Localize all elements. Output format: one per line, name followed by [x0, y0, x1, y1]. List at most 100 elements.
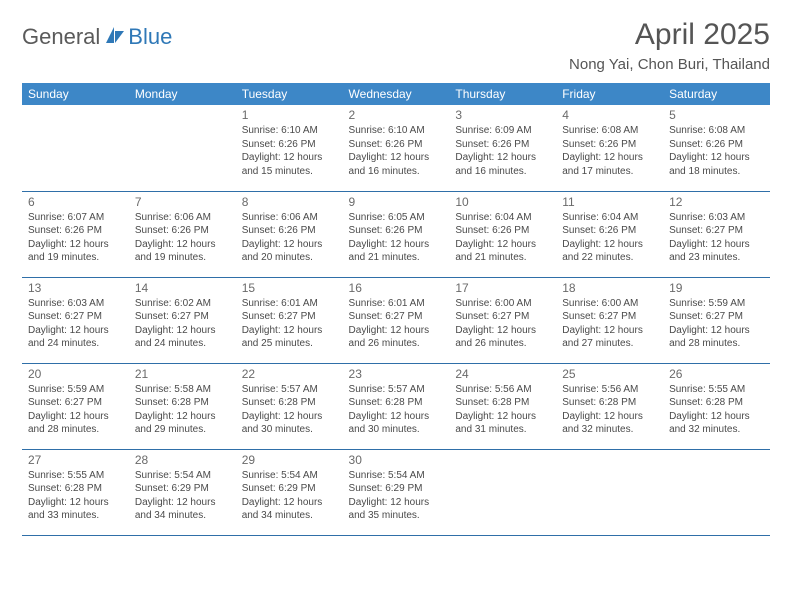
- calendar-cell: 29 Sunrise: 5:54 AMSunset: 6:29 PMDayligh…: [236, 449, 343, 535]
- day-details: Sunrise: 6:04 AMSunset: 6:26 PMDaylight:…: [562, 211, 657, 265]
- calendar-cell: 24Sunrise: 5:56 AMSunset: 6:28 PMDayligh…: [449, 363, 556, 449]
- calendar-col-friday: Friday: [556, 83, 663, 105]
- day-number: 29: [242, 453, 337, 467]
- day-details: Sunrise: 5:57 AMSunset: 6:28 PMDaylight:…: [242, 383, 337, 437]
- day-details: Sunrise: 6:06 AMSunset: 6:26 PMDaylight:…: [242, 211, 337, 265]
- calendar-cell: 21 Sunrise: 5:58 AMSunset: 6:28 PMDayligh…: [129, 363, 236, 449]
- calendar-cell: 2Sunrise: 6:10 AMSunset: 6:26 PMDaylight…: [343, 105, 450, 191]
- logo-text-blue: Blue: [128, 24, 172, 50]
- calendar-head: SundayMondayTuesdayWednesdayThursdayFrid…: [22, 83, 770, 105]
- day-number: 20: [28, 367, 123, 381]
- calendar-cell: 25 Sunrise: 5:56 AMSunset: 6:28 PMDayligh…: [556, 363, 663, 449]
- day-details: Sunrise: 6:05 AMSunset: 6:26 PMDaylight:…: [349, 211, 444, 265]
- day-number: 16: [349, 281, 444, 295]
- day-number: 24: [455, 367, 550, 381]
- day-number: 15: [242, 281, 337, 295]
- day-details: Sunrise: 6:04 AMSunset: 6:26 PMDaylight:…: [455, 211, 550, 265]
- day-details: Sunrise: 6:01 AMSunset: 6:27 PMDaylight:…: [242, 297, 337, 351]
- location-text: Nong Yai, Chon Buri, Thailand: [569, 56, 770, 73]
- calendar-head-row: SundayMondayTuesdayWednesdayThursdayFrid…: [22, 83, 770, 105]
- calendar-cell: 11 Sunrise: 6:04 AMSunset: 6:26 PMDayligh…: [556, 191, 663, 277]
- day-number: 14: [135, 281, 230, 295]
- day-number: 6: [28, 195, 123, 209]
- logo-text-general: General: [22, 24, 100, 50]
- day-number: 13: [28, 281, 123, 295]
- day-details: Sunrise: 5:58 AMSunset: 6:28 PMDaylight:…: [135, 383, 230, 437]
- calendar-cell: 8Sunrise: 6:06 AMSunset: 6:26 PMDaylight…: [236, 191, 343, 277]
- calendar-table: SundayMondayTuesdayWednesdayThursdayFrid…: [22, 83, 770, 536]
- day-number: 5: [669, 108, 764, 122]
- day-number: 10: [455, 195, 550, 209]
- calendar-body: 1Sunrise: 6:10 AMSunset: 6:26 PMDaylight…: [22, 105, 770, 535]
- calendar-cell: 7 Sunrise: 6:06 AMSunset: 6:26 PMDaylight…: [129, 191, 236, 277]
- calendar-cell: 26Sunrise: 5:55 AMSunset: 6:28 PMDayligh…: [663, 363, 770, 449]
- day-number: 17: [455, 281, 550, 295]
- day-details: Sunrise: 6:03 AMSunset: 6:27 PMDaylight:…: [28, 297, 123, 351]
- calendar-row: 6 Sunrise: 6:07 AMSunset: 6:26 PMDaylight…: [22, 191, 770, 277]
- calendar-row: 27 Sunrise: 5:55 AMSunset: 6:28 PMDayligh…: [22, 449, 770, 535]
- calendar-cell: 1Sunrise: 6:10 AMSunset: 6:26 PMDaylight…: [236, 105, 343, 191]
- logo: General Blue: [22, 24, 172, 50]
- day-number: 25: [562, 367, 657, 381]
- day-number: 12: [669, 195, 764, 209]
- calendar-cell: 15 Sunrise: 6:01 AMSunset: 6:27 PMDayligh…: [236, 277, 343, 363]
- calendar-cell: 4Sunrise: 6:08 AMSunset: 6:26 PMDaylight…: [556, 105, 663, 191]
- calendar-row: 13 Sunrise: 6:03 AMSunset: 6:27 PMDayligh…: [22, 277, 770, 363]
- day-number: 9: [349, 195, 444, 209]
- day-details: Sunrise: 5:55 AMSunset: 6:28 PMDaylight:…: [669, 383, 764, 437]
- calendar-cell: 3Sunrise: 6:09 AMSunset: 6:26 PMDaylight…: [449, 105, 556, 191]
- day-number: 22: [242, 367, 337, 381]
- day-details: Sunrise: 6:08 AMSunset: 6:26 PMDaylight:…: [562, 124, 657, 178]
- calendar-cell: 16 Sunrise: 6:01 AMSunset: 6:27 PMDayligh…: [343, 277, 450, 363]
- day-number: 28: [135, 453, 230, 467]
- day-number: 30: [349, 453, 444, 467]
- day-details: Sunrise: 6:08 AMSunset: 6:26 PMDaylight:…: [669, 124, 764, 178]
- calendar-cell: 10 Sunrise: 6:04 AMSunset: 6:26 PMDayligh…: [449, 191, 556, 277]
- sail-icon: [104, 25, 126, 50]
- day-number: 18: [562, 281, 657, 295]
- title-block: April 2025 Nong Yai, Chon Buri, Thailand: [569, 18, 770, 73]
- day-details: Sunrise: 6:01 AMSunset: 6:27 PMDaylight:…: [349, 297, 444, 351]
- day-number: 21: [135, 367, 230, 381]
- calendar-row: 1Sunrise: 6:10 AMSunset: 6:26 PMDaylight…: [22, 105, 770, 191]
- calendar-col-wednesday: Wednesday: [343, 83, 450, 105]
- calendar-col-monday: Monday: [129, 83, 236, 105]
- calendar-cell: 12 Sunrise: 6:03 AMSunset: 6:27 PMDayligh…: [663, 191, 770, 277]
- day-details: Sunrise: 5:54 AMSunset: 6:29 PMDaylight:…: [242, 469, 337, 523]
- calendar-cell: [556, 449, 663, 535]
- day-details: Sunrise: 6:06 AMSunset: 6:26 PMDaylight:…: [135, 211, 230, 265]
- calendar-cell: 28 Sunrise: 5:54 AMSunset: 6:29 PMDayligh…: [129, 449, 236, 535]
- day-number: 11: [562, 195, 657, 209]
- day-details: Sunrise: 5:54 AMSunset: 6:29 PMDaylight:…: [135, 469, 230, 523]
- calendar-col-tuesday: Tuesday: [236, 83, 343, 105]
- day-details: Sunrise: 5:59 AMSunset: 6:27 PMDaylight:…: [669, 297, 764, 351]
- header: General Blue April 2025 Nong Yai, Chon B…: [22, 18, 770, 73]
- day-details: Sunrise: 6:07 AMSunset: 6:26 PMDaylight:…: [28, 211, 123, 265]
- calendar-cell: 30Sunrise: 5:54 AMSunset: 6:29 PMDayligh…: [343, 449, 450, 535]
- calendar-cell: 18 Sunrise: 6:00 AMSunset: 6:27 PMDayligh…: [556, 277, 663, 363]
- calendar-cell: 14 Sunrise: 6:02 AMSunset: 6:27 PMDayligh…: [129, 277, 236, 363]
- calendar-row: 20Sunrise: 5:59 AMSunset: 6:27 PMDayligh…: [22, 363, 770, 449]
- day-details: Sunrise: 6:10 AMSunset: 6:26 PMDaylight:…: [349, 124, 444, 178]
- calendar-cell: 17Sunrise: 6:00 AMSunset: 6:27 PMDayligh…: [449, 277, 556, 363]
- calendar-col-saturday: Saturday: [663, 83, 770, 105]
- calendar-cell: 22 Sunrise: 5:57 AMSunset: 6:28 PMDayligh…: [236, 363, 343, 449]
- day-number: 19: [669, 281, 764, 295]
- day-number: 7: [135, 195, 230, 209]
- day-number: 27: [28, 453, 123, 467]
- day-number: 23: [349, 367, 444, 381]
- calendar-cell: 23Sunrise: 5:57 AMSunset: 6:28 PMDayligh…: [343, 363, 450, 449]
- day-details: Sunrise: 6:00 AMSunset: 6:27 PMDaylight:…: [562, 297, 657, 351]
- calendar-cell: 5 Sunrise: 6:08 AMSunset: 6:26 PMDaylight…: [663, 105, 770, 191]
- day-details: Sunrise: 6:02 AMSunset: 6:27 PMDaylight:…: [135, 297, 230, 351]
- calendar-cell: 19 Sunrise: 5:59 AMSunset: 6:27 PMDayligh…: [663, 277, 770, 363]
- calendar-cell: 13 Sunrise: 6:03 AMSunset: 6:27 PMDayligh…: [22, 277, 129, 363]
- day-details: Sunrise: 5:56 AMSunset: 6:28 PMDaylight:…: [562, 383, 657, 437]
- calendar-cell: [663, 449, 770, 535]
- calendar-cell: 9 Sunrise: 6:05 AMSunset: 6:26 PMDaylight…: [343, 191, 450, 277]
- day-details: Sunrise: 6:03 AMSunset: 6:27 PMDaylight:…: [669, 211, 764, 265]
- day-details: Sunrise: 5:55 AMSunset: 6:28 PMDaylight:…: [28, 469, 123, 523]
- day-details: Sunrise: 6:10 AMSunset: 6:26 PMDaylight:…: [242, 124, 337, 178]
- calendar-cell: [449, 449, 556, 535]
- calendar-col-sunday: Sunday: [22, 83, 129, 105]
